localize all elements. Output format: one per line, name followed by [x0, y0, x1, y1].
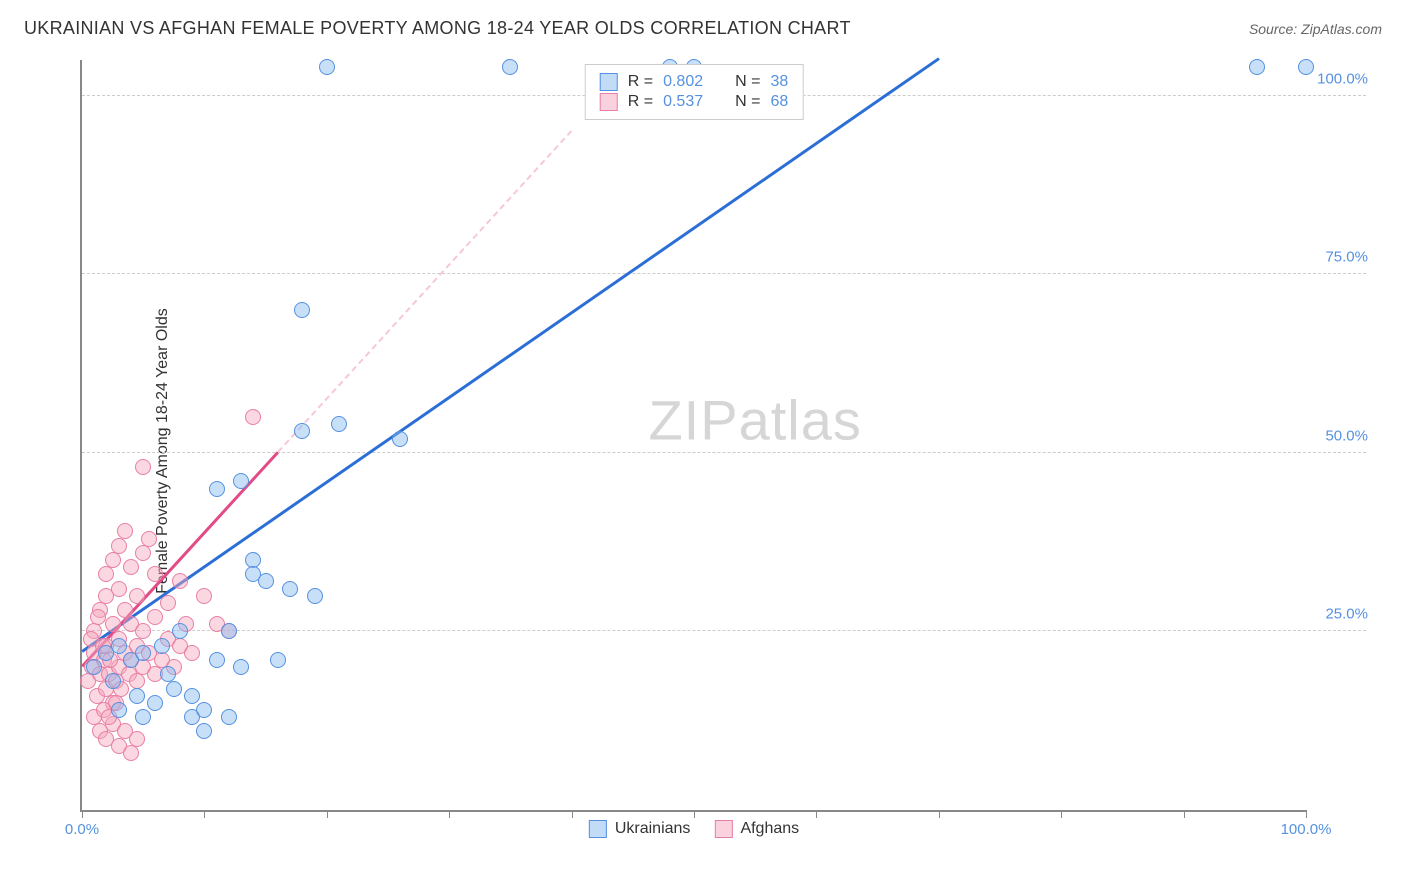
data-point-ukrainians	[1249, 59, 1265, 75]
data-point-ukrainians	[245, 566, 261, 582]
gridline	[82, 630, 1366, 631]
x-tick	[816, 810, 817, 818]
stat-value: 38	[770, 73, 788, 91]
y-tick-label: 75.0%	[1325, 249, 1368, 266]
data-point-ukrainians	[209, 652, 225, 668]
data-point-ukrainians	[86, 659, 102, 675]
chart-title: UKRAINIAN VS AFGHAN FEMALE POVERTY AMONG…	[24, 18, 851, 39]
y-tick-label: 50.0%	[1325, 427, 1368, 444]
data-point-ukrainians	[196, 723, 212, 739]
data-point-ukrainians	[294, 302, 310, 318]
stat-value: 0.537	[663, 93, 703, 111]
y-tick-label: 100.0%	[1317, 70, 1368, 87]
x-tick	[327, 810, 328, 818]
data-point-ukrainians	[166, 681, 182, 697]
data-point-ukrainians	[233, 473, 249, 489]
data-point-ukrainians	[282, 581, 298, 597]
x-tick	[204, 810, 205, 818]
x-tick	[694, 810, 695, 818]
stat-value: 0.802	[663, 73, 703, 91]
data-point-afghans	[196, 588, 212, 604]
data-point-ukrainians	[154, 638, 170, 654]
series-legend: Ukrainians Afghans	[589, 820, 799, 838]
data-point-ukrainians	[270, 652, 286, 668]
data-point-ukrainians	[221, 623, 237, 639]
stat-label: R =	[628, 73, 653, 91]
x-tick	[572, 810, 573, 818]
data-point-afghans	[105, 552, 121, 568]
data-point-ukrainians	[105, 673, 121, 689]
swatch-icon	[589, 820, 607, 838]
data-point-afghans	[135, 459, 151, 475]
data-point-afghans	[123, 559, 139, 575]
stat-label: R =	[628, 93, 653, 111]
legend-label: Afghans	[740, 820, 799, 838]
legend-row: R = 0.537 N = 68	[600, 93, 789, 111]
correlation-stats-legend: R = 0.802 N = 38 R = 0.537 N = 68	[585, 64, 804, 120]
data-point-afghans	[135, 623, 151, 639]
stat-value: 68	[770, 93, 788, 111]
data-point-ukrainians	[233, 659, 249, 675]
data-point-afghans	[135, 545, 151, 561]
data-point-ukrainians	[319, 59, 335, 75]
data-point-afghans	[129, 731, 145, 747]
x-tick	[449, 810, 450, 818]
x-tick-label: 0.0%	[65, 821, 99, 838]
x-tick	[939, 810, 940, 818]
data-point-afghans	[184, 645, 200, 661]
data-point-ukrainians	[129, 688, 145, 704]
data-point-afghans	[98, 566, 114, 582]
stat-label: N =	[735, 73, 760, 91]
watermark: ZIPatlas	[648, 388, 861, 453]
data-point-afghans	[141, 531, 157, 547]
data-point-ukrainians	[135, 709, 151, 725]
data-point-ukrainians	[135, 645, 151, 661]
legend-label: Ukrainians	[615, 820, 691, 838]
chart-container: Female Poverty Among 18-24 Year Olds ZIP…	[60, 60, 1376, 842]
swatch-icon	[600, 93, 618, 111]
x-tick	[1306, 810, 1307, 818]
data-point-afghans	[129, 588, 145, 604]
y-tick-label: 25.0%	[1325, 606, 1368, 623]
data-point-ukrainians	[307, 588, 323, 604]
scatter-plot-area: ZIPatlas R = 0.802 N = 38 R = 0.537 N = …	[80, 60, 1306, 812]
data-point-afghans	[147, 566, 163, 582]
stat-label: N =	[735, 93, 760, 111]
data-point-ukrainians	[172, 623, 188, 639]
data-point-afghans	[123, 745, 139, 761]
legend-row: R = 0.802 N = 38	[600, 73, 789, 91]
data-point-ukrainians	[294, 423, 310, 439]
trend-line	[81, 58, 939, 653]
data-point-ukrainians	[392, 431, 408, 447]
data-point-afghans	[172, 573, 188, 589]
swatch-icon	[714, 820, 732, 838]
source-attribution: Source: ZipAtlas.com	[1249, 21, 1382, 37]
data-point-ukrainians	[147, 695, 163, 711]
data-point-ukrainians	[111, 702, 127, 718]
x-tick	[1184, 810, 1185, 818]
legend-item: Afghans	[714, 820, 799, 838]
data-point-ukrainians	[111, 638, 127, 654]
data-point-ukrainians	[502, 59, 518, 75]
data-point-afghans	[90, 609, 106, 625]
gridline	[82, 273, 1366, 274]
legend-item: Ukrainians	[589, 820, 691, 838]
data-point-ukrainians	[209, 481, 225, 497]
data-point-ukrainians	[196, 702, 212, 718]
data-point-afghans	[147, 609, 163, 625]
data-point-afghans	[117, 523, 133, 539]
x-tick-label: 100.0%	[1281, 821, 1332, 838]
data-point-ukrainians	[1298, 59, 1314, 75]
data-point-ukrainians	[331, 416, 347, 432]
data-point-afghans	[111, 538, 127, 554]
data-point-ukrainians	[221, 709, 237, 725]
data-point-afghans	[111, 581, 127, 597]
swatch-icon	[600, 73, 618, 91]
data-point-afghans	[160, 595, 176, 611]
data-point-afghans	[245, 409, 261, 425]
x-tick	[82, 810, 83, 818]
x-tick	[1061, 810, 1062, 818]
trend-line-extrapolated	[277, 130, 572, 453]
data-point-ukrainians	[184, 688, 200, 704]
